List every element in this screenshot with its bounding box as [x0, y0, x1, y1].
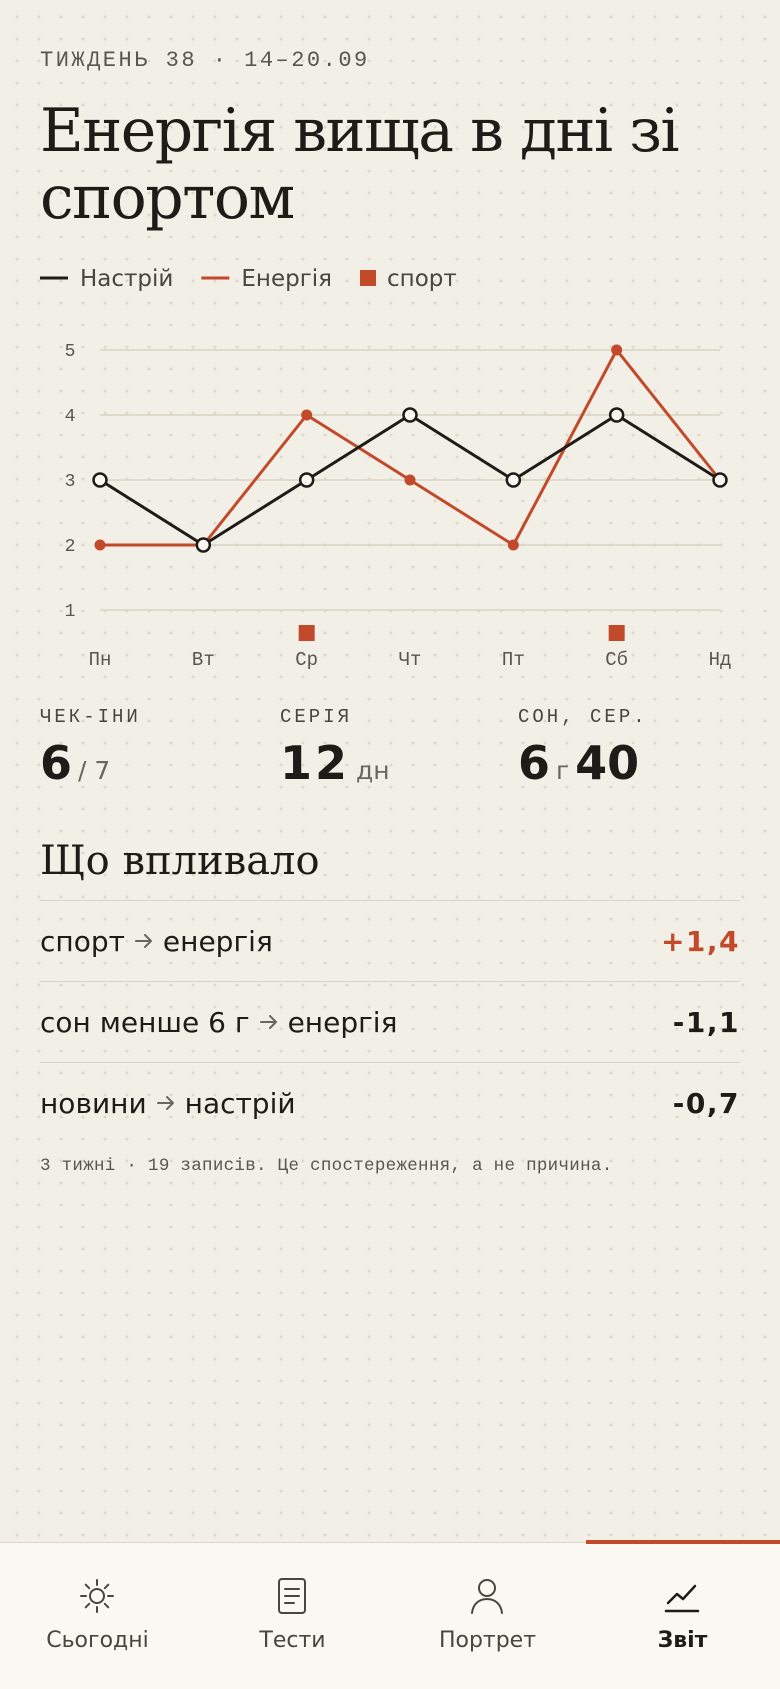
point	[94, 539, 106, 551]
y-tick-label: 2	[65, 537, 76, 557]
tab-label: Портрет	[438, 1628, 537, 1653]
footnote: 3 тижні · 19 записів. Це спостереження, …	[40, 1156, 613, 1176]
relation: сон менше 6 г енергія	[40, 1006, 397, 1039]
y-tick-label: 3	[65, 472, 76, 492]
x-tick-label: Чт	[399, 649, 422, 671]
series-line	[100, 348, 722, 547]
tests-icon	[278, 1578, 306, 1614]
point	[301, 409, 313, 421]
chart: Настрій Енергія спорт 1 2 3 4 5 Пн Вт Ср Чт Пт Сб Нд	[40, 266, 732, 671]
sun-icon	[80, 1579, 114, 1613]
tab-label: Тести	[259, 1628, 326, 1653]
point	[298, 472, 315, 488]
hours: 6	[518, 736, 551, 790]
point	[608, 407, 625, 423]
relation: новини настрій	[40, 1087, 296, 1120]
y-tick-label: 1	[65, 602, 76, 622]
influence-row: сон менше 6 г енергія -1,1	[40, 981, 740, 1062]
point	[611, 344, 623, 356]
tab[interactable]: Тести	[195, 1543, 390, 1689]
cause: новини	[40, 1086, 147, 1120]
x-tick-label: Вт	[192, 649, 215, 671]
tab[interactable]: Сьогодні	[0, 1543, 195, 1689]
sport-marker	[608, 625, 625, 641]
arrow-icon	[156, 1096, 174, 1110]
value: 12	[280, 736, 351, 790]
stat-label: ЧЕК-ІНИ	[40, 706, 141, 728]
tab-label: Звіт	[657, 1628, 708, 1653]
effect: настрій	[184, 1086, 296, 1120]
minutes: 40	[575, 736, 640, 790]
legend-label: Настрій	[80, 266, 173, 292]
tab-bar: Сьогодні Тести Портрет Звіт	[0, 1540, 780, 1689]
unit: г	[556, 756, 570, 785]
sport-marker	[298, 625, 315, 641]
legend-swatch	[360, 270, 377, 286]
point	[402, 407, 418, 423]
cause: сон менше 6 г	[40, 1005, 250, 1039]
relation: спорт енергія	[40, 925, 273, 958]
tab[interactable]: Звіт	[585, 1543, 780, 1689]
person-icon	[471, 1579, 503, 1614]
effect-value: +1,4	[660, 924, 740, 958]
chart-icon	[664, 1584, 700, 1613]
week-kicker: ТИЖДЕНЬ 38 · 14–20.09	[40, 48, 370, 73]
y-tick-label: 4	[65, 407, 76, 427]
effect: енергія	[162, 924, 273, 958]
unit: дн	[356, 756, 390, 785]
effect-value: -0,7	[672, 1086, 740, 1120]
influence-row: новини настрій -0,7	[40, 1062, 740, 1143]
x-tick-label: Сб	[605, 649, 628, 671]
page-title: Енергія вища в дні зі спортом	[40, 96, 680, 233]
point	[195, 537, 212, 553]
influence-row: спорт енергія +1,4	[40, 900, 740, 981]
x-tick-label: Пт	[502, 649, 525, 671]
active-indicator	[586, 1540, 780, 1544]
point	[92, 472, 108, 488]
stat-value: 12 дн	[280, 736, 396, 790]
cause: спорт	[40, 924, 125, 958]
total: / 7	[78, 756, 111, 785]
section-title: Що впливало	[40, 838, 320, 884]
tab[interactable]: Портрет	[390, 1543, 585, 1689]
arrow-icon	[134, 934, 152, 948]
x-tick-label: Ср	[295, 649, 318, 671]
stat-value: 6/ 7	[40, 736, 116, 790]
value: 6	[40, 736, 73, 790]
point	[505, 472, 522, 488]
stat-value: 6 г 40	[518, 736, 639, 790]
x-tick-label: Пн	[89, 649, 112, 671]
legend-label: спорт	[387, 266, 457, 292]
point	[712, 472, 728, 488]
y-tick-label: 5	[65, 342, 76, 362]
arrow-icon	[259, 1015, 277, 1029]
point	[404, 474, 416, 486]
stat-label: СЕРІЯ	[280, 706, 353, 728]
x-tick-label: Нд	[709, 649, 732, 671]
effect: енергія	[287, 1005, 398, 1039]
legend-label: Енергія	[241, 266, 332, 292]
tab-label: Сьогодні	[46, 1628, 149, 1653]
effect-value: -1,1	[672, 1005, 740, 1039]
point	[507, 539, 519, 551]
stat-label: СОН, СЕР.	[518, 706, 648, 728]
